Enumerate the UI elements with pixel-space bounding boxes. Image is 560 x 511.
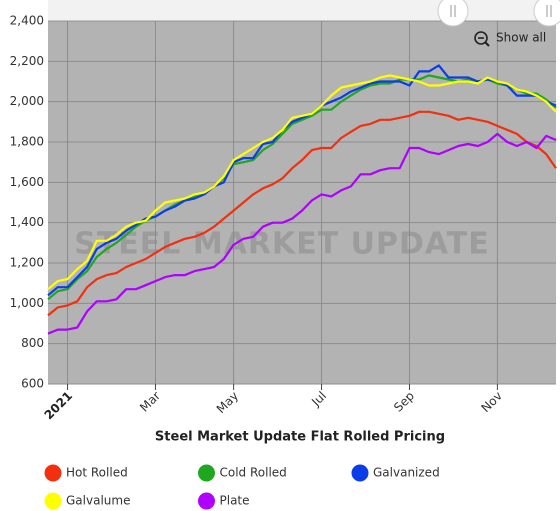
- chart-title: Steel Market Update Flat Rolled Pricing: [155, 430, 445, 445]
- x-tick-label: Mar: [137, 389, 163, 415]
- legend-item[interactable]: Galvalume: [44, 492, 131, 510]
- legend-item[interactable]: Galvanized: [351, 464, 440, 482]
- y-tick-label: 1,600: [10, 175, 44, 189]
- series-line: [47, 74, 557, 291]
- lines: [47, 64, 557, 335]
- series-line: [47, 110, 557, 317]
- reset-zoom[interactable]: Show all: [474, 31, 546, 47]
- zoom-icon: [474, 31, 488, 45]
- legend-item[interactable]: Cold Rolled: [198, 464, 287, 482]
- y-tick-label: 1,800: [10, 135, 44, 149]
- x-tick-label: 2021: [42, 389, 76, 423]
- x-tick-label: Sep: [391, 389, 417, 415]
- legend-label: Galvalume: [66, 494, 130, 508]
- x-tick-label: Jul: [308, 389, 329, 410]
- y-tick-label: 2,000: [10, 94, 44, 108]
- legend-label: Galvanized: [373, 466, 440, 480]
- x-tick-label: May: [214, 389, 241, 416]
- navigator-range: [48, 0, 556, 20]
- y-tick-label: 1,400: [10, 215, 44, 229]
- legend: Hot Rolled Cold Rolled Galvanized Galvalume…: [44, 464, 440, 510]
- legend-label: Hot Rolled: [66, 466, 128, 480]
- x-tick-label: Nov: [479, 389, 505, 415]
- grid: [48, 20, 556, 385]
- legend-marker: [44, 464, 62, 482]
- legend-marker: [198, 464, 215, 482]
- watermark: STEEL MARKET UPDATE: [74, 227, 490, 262]
- series-line: [47, 64, 557, 297]
- y-tick-label: 1,200: [10, 256, 44, 270]
- legend-label: Plate: [220, 494, 250, 508]
- legend-marker: [198, 492, 215, 510]
- y-tick-label: 600: [21, 377, 44, 391]
- navigator-handle[interactable]: [437, 0, 469, 27]
- legend-marker: [44, 492, 62, 510]
- y-tick-label: 2,400: [10, 14, 44, 28]
- legend-label: Cold Rolled: [220, 466, 287, 480]
- plot-background: [48, 21, 556, 384]
- y-tick-label: 800: [21, 336, 44, 350]
- legend-item[interactable]: Plate: [198, 492, 250, 510]
- series-line: [47, 74, 557, 301]
- legend-marker: [351, 464, 369, 482]
- zoom-icon: [484, 41, 490, 47]
- series-line: [47, 132, 557, 335]
- legend-item[interactable]: Hot Rolled: [44, 464, 128, 482]
- y-tick-label: 1,000: [10, 296, 44, 310]
- y-tick-label: 2,200: [10, 54, 44, 68]
- show-all-button[interactable]: Show all: [496, 31, 546, 45]
